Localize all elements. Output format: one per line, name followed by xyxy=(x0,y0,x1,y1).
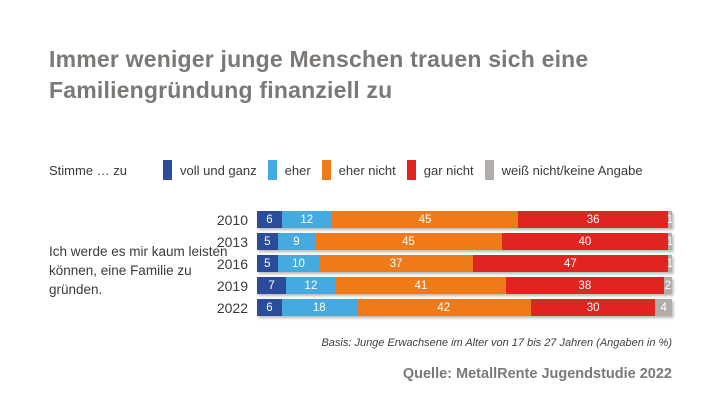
chart-row: 2019 7 12 41 38 2 xyxy=(0,277,673,294)
stacked-bar: 7 12 41 38 2 xyxy=(257,277,672,294)
year-label: 2022 xyxy=(216,299,248,316)
legend-swatch-icon xyxy=(267,160,277,180)
bar-segment: 41 xyxy=(335,277,506,294)
survey-statement: Ich werde es mir kaum leisten können, ei… xyxy=(49,244,228,297)
legend-label: gar nicht xyxy=(423,162,474,178)
stacked-bar: 5 10 37 47 1 xyxy=(257,255,672,272)
legend-label: eher xyxy=(284,162,311,178)
bar-segment-value: 2 xyxy=(664,279,672,292)
legend-item: voll und ganz xyxy=(163,160,257,180)
bar-segment-value: 30 xyxy=(586,301,600,314)
bar-segment: 5 xyxy=(257,233,278,250)
bar-segment-value: 45 xyxy=(418,213,432,226)
year-label: 2010 xyxy=(216,211,248,228)
stacked-bar: 6 12 45 36 1 xyxy=(257,211,672,228)
bar-segment: 9 xyxy=(277,233,316,250)
bar-segment-value: 38 xyxy=(578,279,592,292)
bar-segment-value: 12 xyxy=(304,279,318,292)
bar-segment-value: 4 xyxy=(660,301,667,314)
bar-segment: 4 xyxy=(655,299,672,316)
bar-segment-value: 45 xyxy=(402,235,415,248)
bar-segment: 45 xyxy=(315,233,502,250)
page-title-line2: Familiengründung finanziell zu xyxy=(49,77,393,103)
legend-swatch-icon xyxy=(163,160,172,180)
bar-segment: 5 xyxy=(257,255,278,272)
source-credit: Quelle: MetallRente Jugendstudie 2022 xyxy=(402,366,672,382)
bar-segment-value: 12 xyxy=(300,213,314,226)
bar-segment: 1 xyxy=(667,211,672,228)
legend-label: eher nicht xyxy=(338,162,396,178)
bar-segment-value: 42 xyxy=(437,301,451,314)
bar-segment-value: 36 xyxy=(586,213,600,226)
stacked-bar-chart: 2010 6 12 45 36 1 2013 5 9 45 40 1 2016 5 10 37 47 1 2019 7… xyxy=(0,211,673,321)
legend-item: gar nicht xyxy=(406,160,474,180)
bar-segment: 36 xyxy=(518,211,668,228)
bar-segment-value: 47 xyxy=(563,257,577,270)
legend-swatch-icon xyxy=(484,160,494,180)
legend-item: weiß nicht/keine Angabe xyxy=(484,160,643,180)
bar-segment-value: 7 xyxy=(268,279,275,292)
bar-segment: 42 xyxy=(356,299,531,316)
bar-segment-value: 40 xyxy=(578,235,592,248)
legend-swatch-icon xyxy=(406,160,416,180)
bar-segment: 12 xyxy=(281,211,332,228)
legend-item: eher nicht xyxy=(321,160,396,180)
legend: Stimme … zu voll und ganz eher eher nicht g… xyxy=(49,160,689,180)
legend-label: voll und ganz xyxy=(180,162,257,178)
bar-segment-value: 1 xyxy=(667,213,672,226)
bar-segment-value: 41 xyxy=(414,279,428,292)
bar-segment-value: 18 xyxy=(312,301,326,314)
legend-swatch-icon xyxy=(321,160,331,180)
page-title: Immer weniger junge Menschen trauen sich… xyxy=(49,44,588,106)
bar-segment-value: 5 xyxy=(264,257,271,270)
bar-segment-value: 9 xyxy=(293,235,300,248)
legend-label: weiß nicht/keine Angabe xyxy=(501,162,643,178)
bar-segment: 30 xyxy=(530,299,656,316)
basis-footnote: Basis: Junge Erwachsene im Alter von 17 … xyxy=(321,337,672,349)
bar-segment-value: 6 xyxy=(266,301,273,314)
legend-items: voll und ganz eher eher nicht gar nicht weiß… xyxy=(163,160,643,180)
bar-segment: 1 xyxy=(667,233,672,250)
chart-row: 2016 5 10 37 47 1 xyxy=(0,255,673,272)
bar-segment: 2 xyxy=(663,277,672,294)
bar-segment: 40 xyxy=(501,233,668,250)
bar-segment: 10 xyxy=(277,255,320,272)
bar-segment: 18 xyxy=(281,299,357,316)
bar-segment: 12 xyxy=(286,277,336,294)
legend-prefix: Stimme … zu xyxy=(49,162,128,178)
bar-segment: 47 xyxy=(472,255,668,272)
page-title-line1: Immer weniger junge Menschen trauen sich… xyxy=(49,46,589,72)
bar-segment-value: 10 xyxy=(292,257,305,270)
bar-segment: 7 xyxy=(257,277,287,294)
legend-item: eher xyxy=(267,160,311,180)
bar-segment: 45 xyxy=(331,211,519,228)
year-label: 2019 xyxy=(216,277,248,294)
year-label: 2016 xyxy=(216,255,248,272)
year-label: 2013 xyxy=(216,233,248,250)
chart-row: 2022 6 18 42 30 4 xyxy=(0,299,673,316)
stacked-bar: 5 9 45 40 1 xyxy=(257,233,672,250)
chart-row: 2013 5 9 45 40 1 xyxy=(0,233,673,250)
bar-segment: 38 xyxy=(505,277,664,294)
bar-segment: 37 xyxy=(319,255,473,272)
chart-row: 2010 6 12 45 36 1 xyxy=(0,211,673,228)
stacked-bar: 6 18 42 30 4 xyxy=(257,299,672,316)
bar-rows: 2010 6 12 45 36 1 2013 5 9 45 40 1 2016 5 10 37 47 1 2019 7… xyxy=(0,211,673,316)
bar-segment-value: 1 xyxy=(667,235,672,248)
bar-segment: 6 xyxy=(257,299,282,316)
bar-segment-value: 5 xyxy=(264,235,271,248)
bar-segment-value: 37 xyxy=(389,257,403,270)
bar-segment: 1 xyxy=(667,255,672,272)
bar-segment-value: 1 xyxy=(667,257,672,270)
bar-segment: 6 xyxy=(257,211,282,228)
bar-segment-value: 6 xyxy=(266,213,273,226)
